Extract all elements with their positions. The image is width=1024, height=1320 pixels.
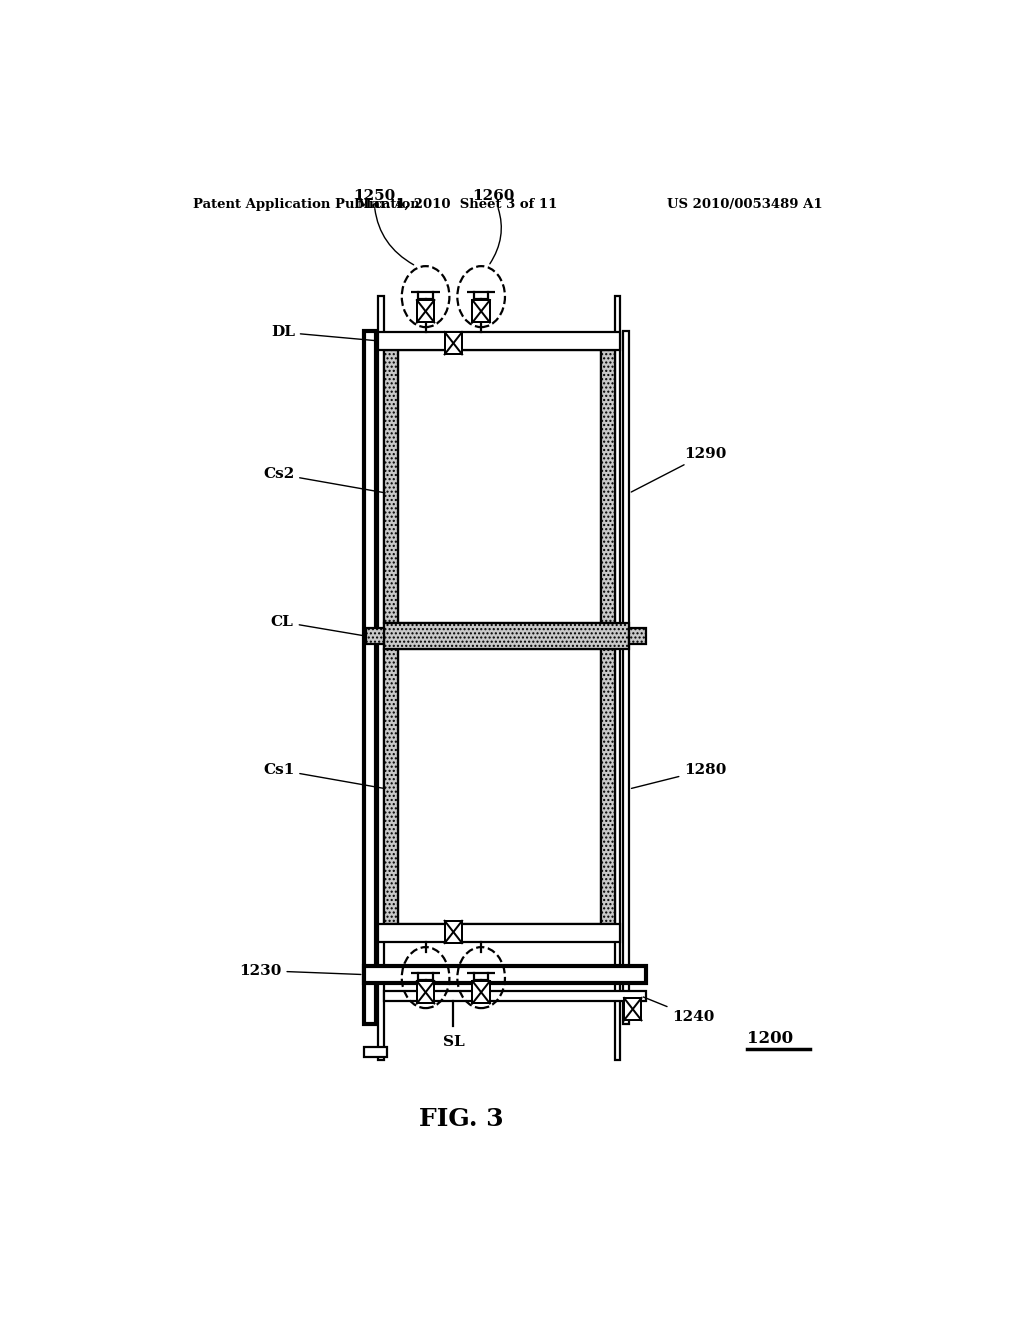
Bar (601, 351, 615, 623)
Bar (364, 331, 377, 1024)
Bar (378, 333, 621, 351)
Text: 1280: 1280 (632, 763, 727, 788)
Text: Cs2: Cs2 (263, 467, 385, 492)
Bar (378, 296, 384, 1060)
Bar (444, 921, 462, 944)
Text: 1230: 1230 (240, 964, 360, 978)
Bar (601, 649, 615, 924)
Text: FIG. 3: FIG. 3 (419, 1107, 504, 1131)
Text: 1200: 1200 (748, 1030, 794, 1047)
Text: SL: SL (442, 1035, 464, 1048)
Bar (384, 649, 398, 924)
Bar (364, 1047, 386, 1057)
Bar (364, 966, 646, 982)
Text: Patent Application Publication: Patent Application Publication (194, 198, 420, 211)
Text: Cs1: Cs1 (263, 763, 385, 788)
Bar (384, 991, 646, 1001)
Bar (417, 300, 434, 322)
Text: US 2010/0053489 A1: US 2010/0053489 A1 (667, 198, 822, 211)
Text: 1290: 1290 (631, 446, 727, 492)
Bar (615, 296, 621, 1060)
Bar (397, 649, 601, 924)
Text: CL: CL (270, 615, 364, 636)
Bar (384, 351, 398, 623)
Bar (417, 981, 434, 1003)
Text: 1240: 1240 (643, 997, 715, 1024)
Text: 1250: 1250 (353, 189, 414, 265)
Bar (629, 628, 646, 644)
Bar (384, 623, 629, 649)
Text: DL: DL (270, 325, 381, 341)
Bar (624, 998, 641, 1020)
Bar (444, 333, 462, 354)
Bar (472, 981, 489, 1003)
Bar (378, 924, 621, 942)
Bar (367, 628, 384, 644)
Text: Mar. 4, 2010  Sheet 3 of 11: Mar. 4, 2010 Sheet 3 of 11 (357, 198, 557, 211)
Bar (397, 351, 601, 623)
Text: 1260: 1260 (472, 189, 514, 264)
Bar (472, 300, 489, 322)
Bar (624, 331, 629, 1024)
